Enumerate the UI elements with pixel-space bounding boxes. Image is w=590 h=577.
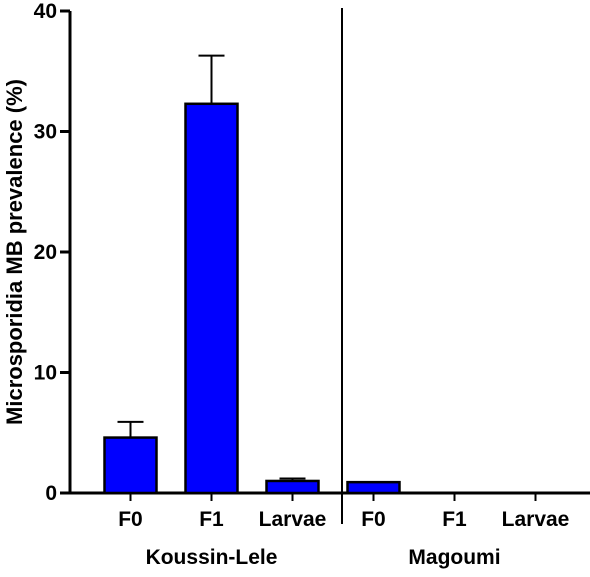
y-tick-label: 10 (34, 362, 57, 385)
bar-koussin-lele-f1 (184, 102, 239, 495)
bar-magoumi-f0 (346, 480, 401, 495)
x-tick-label: F0 (361, 508, 386, 531)
x-tick-label: Larvae (502, 508, 570, 531)
group-label: Koussin-Lele (146, 546, 278, 569)
group-label: Magoumi (408, 546, 500, 569)
x-tick-label: F0 (118, 508, 143, 531)
bar-koussin-lele-larvae (265, 479, 320, 495)
y-axis-title: Microsporidia MB prevalence (%) (2, 79, 27, 425)
y-tick-label: 0 (45, 482, 57, 505)
y-tick-label: 20 (34, 241, 57, 264)
x-tick-label: F1 (199, 508, 224, 531)
y-tick-label: 40 (34, 0, 57, 23)
bars (103, 54, 401, 495)
labels: 0 10 20 30 40 Microsporidia MB prevalence (%)… (2, 0, 569, 569)
y-tick-label: 30 (34, 121, 57, 144)
x-tick-label: F1 (442, 508, 467, 531)
bar-koussin-lele-f0 (103, 436, 158, 495)
x-tick-label: Larvae (259, 508, 327, 531)
